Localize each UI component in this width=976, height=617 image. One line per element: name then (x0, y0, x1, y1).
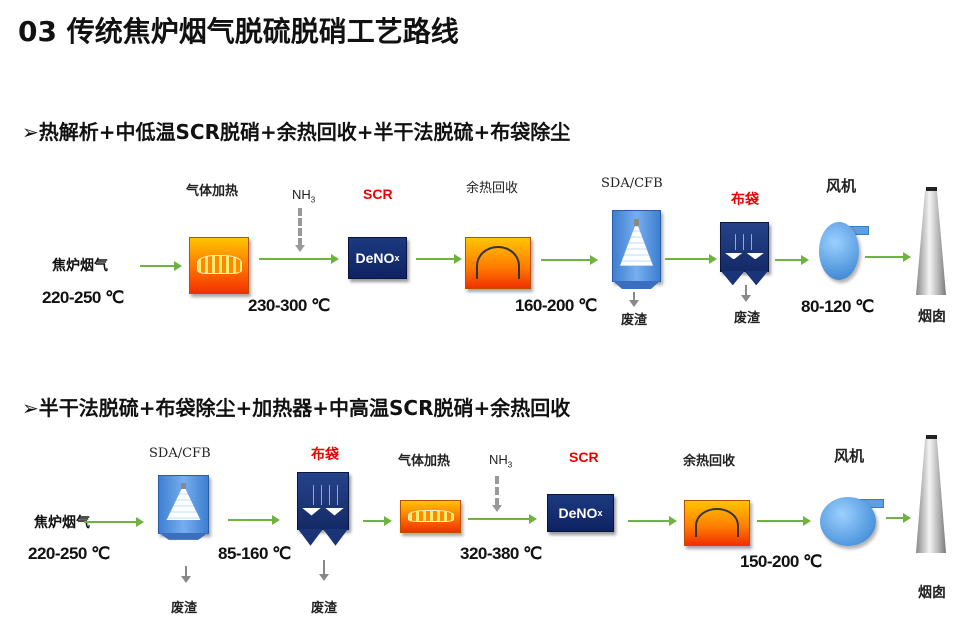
waste-arrow (181, 566, 191, 583)
heat-recovery-label: 余热回收 (466, 181, 519, 196)
source-temp: 220-250 ℃ (42, 288, 124, 307)
temp-label: 85-160 ℃ (218, 544, 291, 563)
scr-label: SCR (569, 449, 599, 465)
bag-filter-icon (720, 222, 769, 286)
route-2-heading: ➢半干法脱硫+布袋除尘+加热器+中高温SCR脱硝+余热回收 (22, 396, 571, 420)
scr-denox-icon: DeNO x (547, 494, 614, 532)
flow-arrow (865, 252, 911, 262)
temp-label: 230-300 ℃ (248, 296, 330, 315)
fan-icon (820, 497, 876, 546)
temp-label: 80-120 ℃ (801, 297, 874, 316)
heater-icon (189, 237, 249, 294)
flow-arrow (140, 261, 182, 271)
temp-label: 320-380 ℃ (460, 544, 542, 563)
bag-filter-icon (297, 472, 349, 546)
flow-arrow (228, 515, 280, 525)
heat-recovery-icon (684, 500, 750, 546)
waste-label: 废渣 (734, 311, 761, 326)
fan-icon (819, 222, 859, 280)
heat-recovery-label: 余热回收 (683, 454, 736, 469)
page-title: 03 传统焦炉烟气脱硫脱硝工艺路线 (18, 15, 459, 48)
waste-arrow (319, 560, 329, 581)
chimney-top (926, 435, 937, 439)
bag-filter-label: 布袋 (731, 191, 759, 207)
sda-label: SDA/CFB (601, 176, 663, 191)
nh3-dashed-arrow (295, 208, 305, 252)
flow-arrow (665, 254, 717, 264)
flow-arrow (363, 516, 392, 526)
sda-label: SDA/CFB (149, 446, 211, 461)
flow-arrow (259, 254, 339, 264)
flow-arrow (84, 517, 144, 527)
waste-label: 废渣 (311, 601, 338, 616)
source-label: 焦炉烟气 (34, 515, 90, 531)
heater-label: 气体加热 (398, 454, 451, 469)
flow-arrow (468, 514, 537, 524)
waste-label: 废渣 (621, 313, 648, 328)
scr-denox-icon: DeNO x (348, 237, 407, 279)
nh3-label: NH3 (292, 187, 316, 205)
flow-arrow (628, 516, 677, 526)
waste-label: 废渣 (171, 601, 198, 616)
chimney-label: 烟囱 (918, 309, 946, 325)
nh3-label: NH3 (489, 452, 513, 470)
bag-filter-label: 布袋 (311, 446, 339, 462)
source-label: 焦炉烟气 (52, 258, 108, 274)
nh3-dashed-arrow (492, 476, 502, 512)
temp-label: 150-200 ℃ (740, 552, 822, 571)
sda-tower-icon (612, 210, 661, 290)
sda-tower-icon (158, 475, 209, 540)
chimney-icon (916, 191, 946, 295)
heat-recovery-icon (465, 237, 531, 289)
flow-arrow (757, 516, 811, 526)
heater-icon (400, 500, 461, 533)
temp-label: 160-200 ℃ (515, 296, 597, 315)
chimney-top (926, 187, 937, 191)
scr-label: SCR (363, 186, 393, 202)
waste-arrow (741, 285, 751, 302)
fan-label: 风机 (834, 447, 865, 465)
flow-arrow (416, 254, 462, 264)
fan-label: 风机 (826, 177, 857, 195)
waste-arrow (629, 292, 639, 307)
chimney-icon (916, 439, 946, 553)
flow-arrow (541, 255, 598, 265)
flow-arrow (775, 255, 809, 265)
flow-arrow (886, 513, 911, 523)
source-temp: 220-250 ℃ (28, 544, 110, 563)
route-1-heading: ➢热解析+中低温SCR脱硝+余热回收+半干法脱硫+布袋除尘 (22, 120, 571, 144)
chimney-label: 烟囱 (918, 585, 946, 601)
heater-label: 气体加热 (186, 184, 239, 199)
